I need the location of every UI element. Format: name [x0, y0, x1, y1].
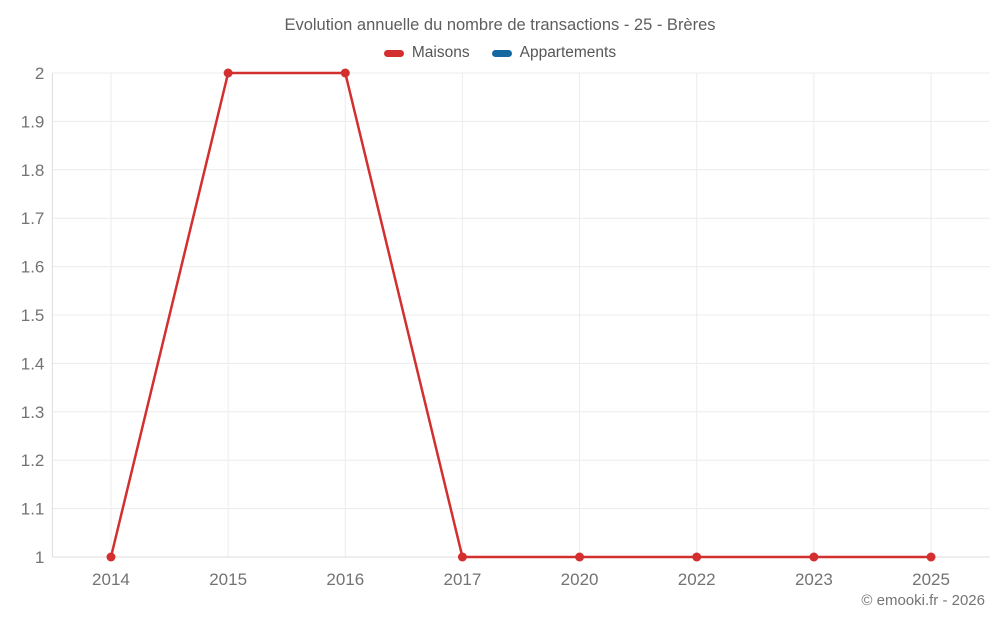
legend-label-appartements: Appartements — [519, 44, 617, 61]
copyright-text: © emooki.fr - 2026 — [861, 592, 985, 609]
data-point[interactable] — [457, 552, 467, 562]
data-point[interactable] — [340, 68, 350, 78]
series-maisons — [106, 68, 936, 562]
y-tick-labels: 1 1.1 1.2 1.3 1.4 1.5 1.6 1.7 1.8 1.9 2 — [21, 64, 45, 567]
data-point[interactable] — [575, 552, 585, 562]
y-tick-label: 1.9 — [21, 112, 45, 131]
x-tick-labels: 2014 2015 2016 2017 2020 2022 2023 2025 — [92, 570, 950, 589]
y-tick-label: 1.1 — [21, 500, 45, 519]
y-tick-label: 1.5 — [21, 306, 45, 325]
y-tick-label: 2 — [35, 64, 44, 83]
y-tick-label: 1.8 — [21, 161, 45, 180]
x-tick-label: 2025 — [912, 570, 950, 589]
appartements-swatch-icon — [491, 49, 512, 57]
y-tick-label: 1 — [35, 548, 44, 567]
series-line — [109, 71, 933, 559]
x-gridlines — [110, 73, 932, 557]
maisons-swatch-icon — [383, 49, 404, 57]
legend-label-maisons: Maisons — [411, 44, 470, 61]
data-point[interactable] — [223, 68, 233, 78]
data-point[interactable] — [692, 552, 702, 562]
data-point[interactable] — [926, 552, 936, 562]
y-tick-label: 1.3 — [21, 403, 45, 422]
legend-item-maisons[interactable]: Maisons — [383, 44, 470, 62]
legend-item-appartements[interactable]: Appartements — [491, 44, 617, 62]
y-tick-label: 1.7 — [21, 209, 45, 228]
y-tick-label: 1.4 — [21, 354, 45, 373]
x-tick-label: 2015 — [209, 570, 247, 589]
x-tick-label: 2017 — [444, 570, 482, 589]
x-tick-label: 2020 — [561, 570, 599, 589]
x-tick-label: 2016 — [326, 570, 364, 589]
x-tick-label: 2014 — [92, 570, 130, 589]
x-tick-label: 2022 — [678, 570, 716, 589]
y-gridlines — [52, 72, 990, 558]
data-point[interactable] — [809, 552, 819, 562]
chart-title: Evolution annuelle du nombre de transact… — [284, 16, 716, 34]
legend: Maisons Appartements — [0, 44, 1000, 62]
y-tick-label: 1.6 — [21, 258, 45, 277]
y-tick-label: 1.2 — [21, 451, 45, 470]
x-tick-label: 2023 — [795, 570, 833, 589]
data-point[interactable] — [106, 552, 116, 562]
